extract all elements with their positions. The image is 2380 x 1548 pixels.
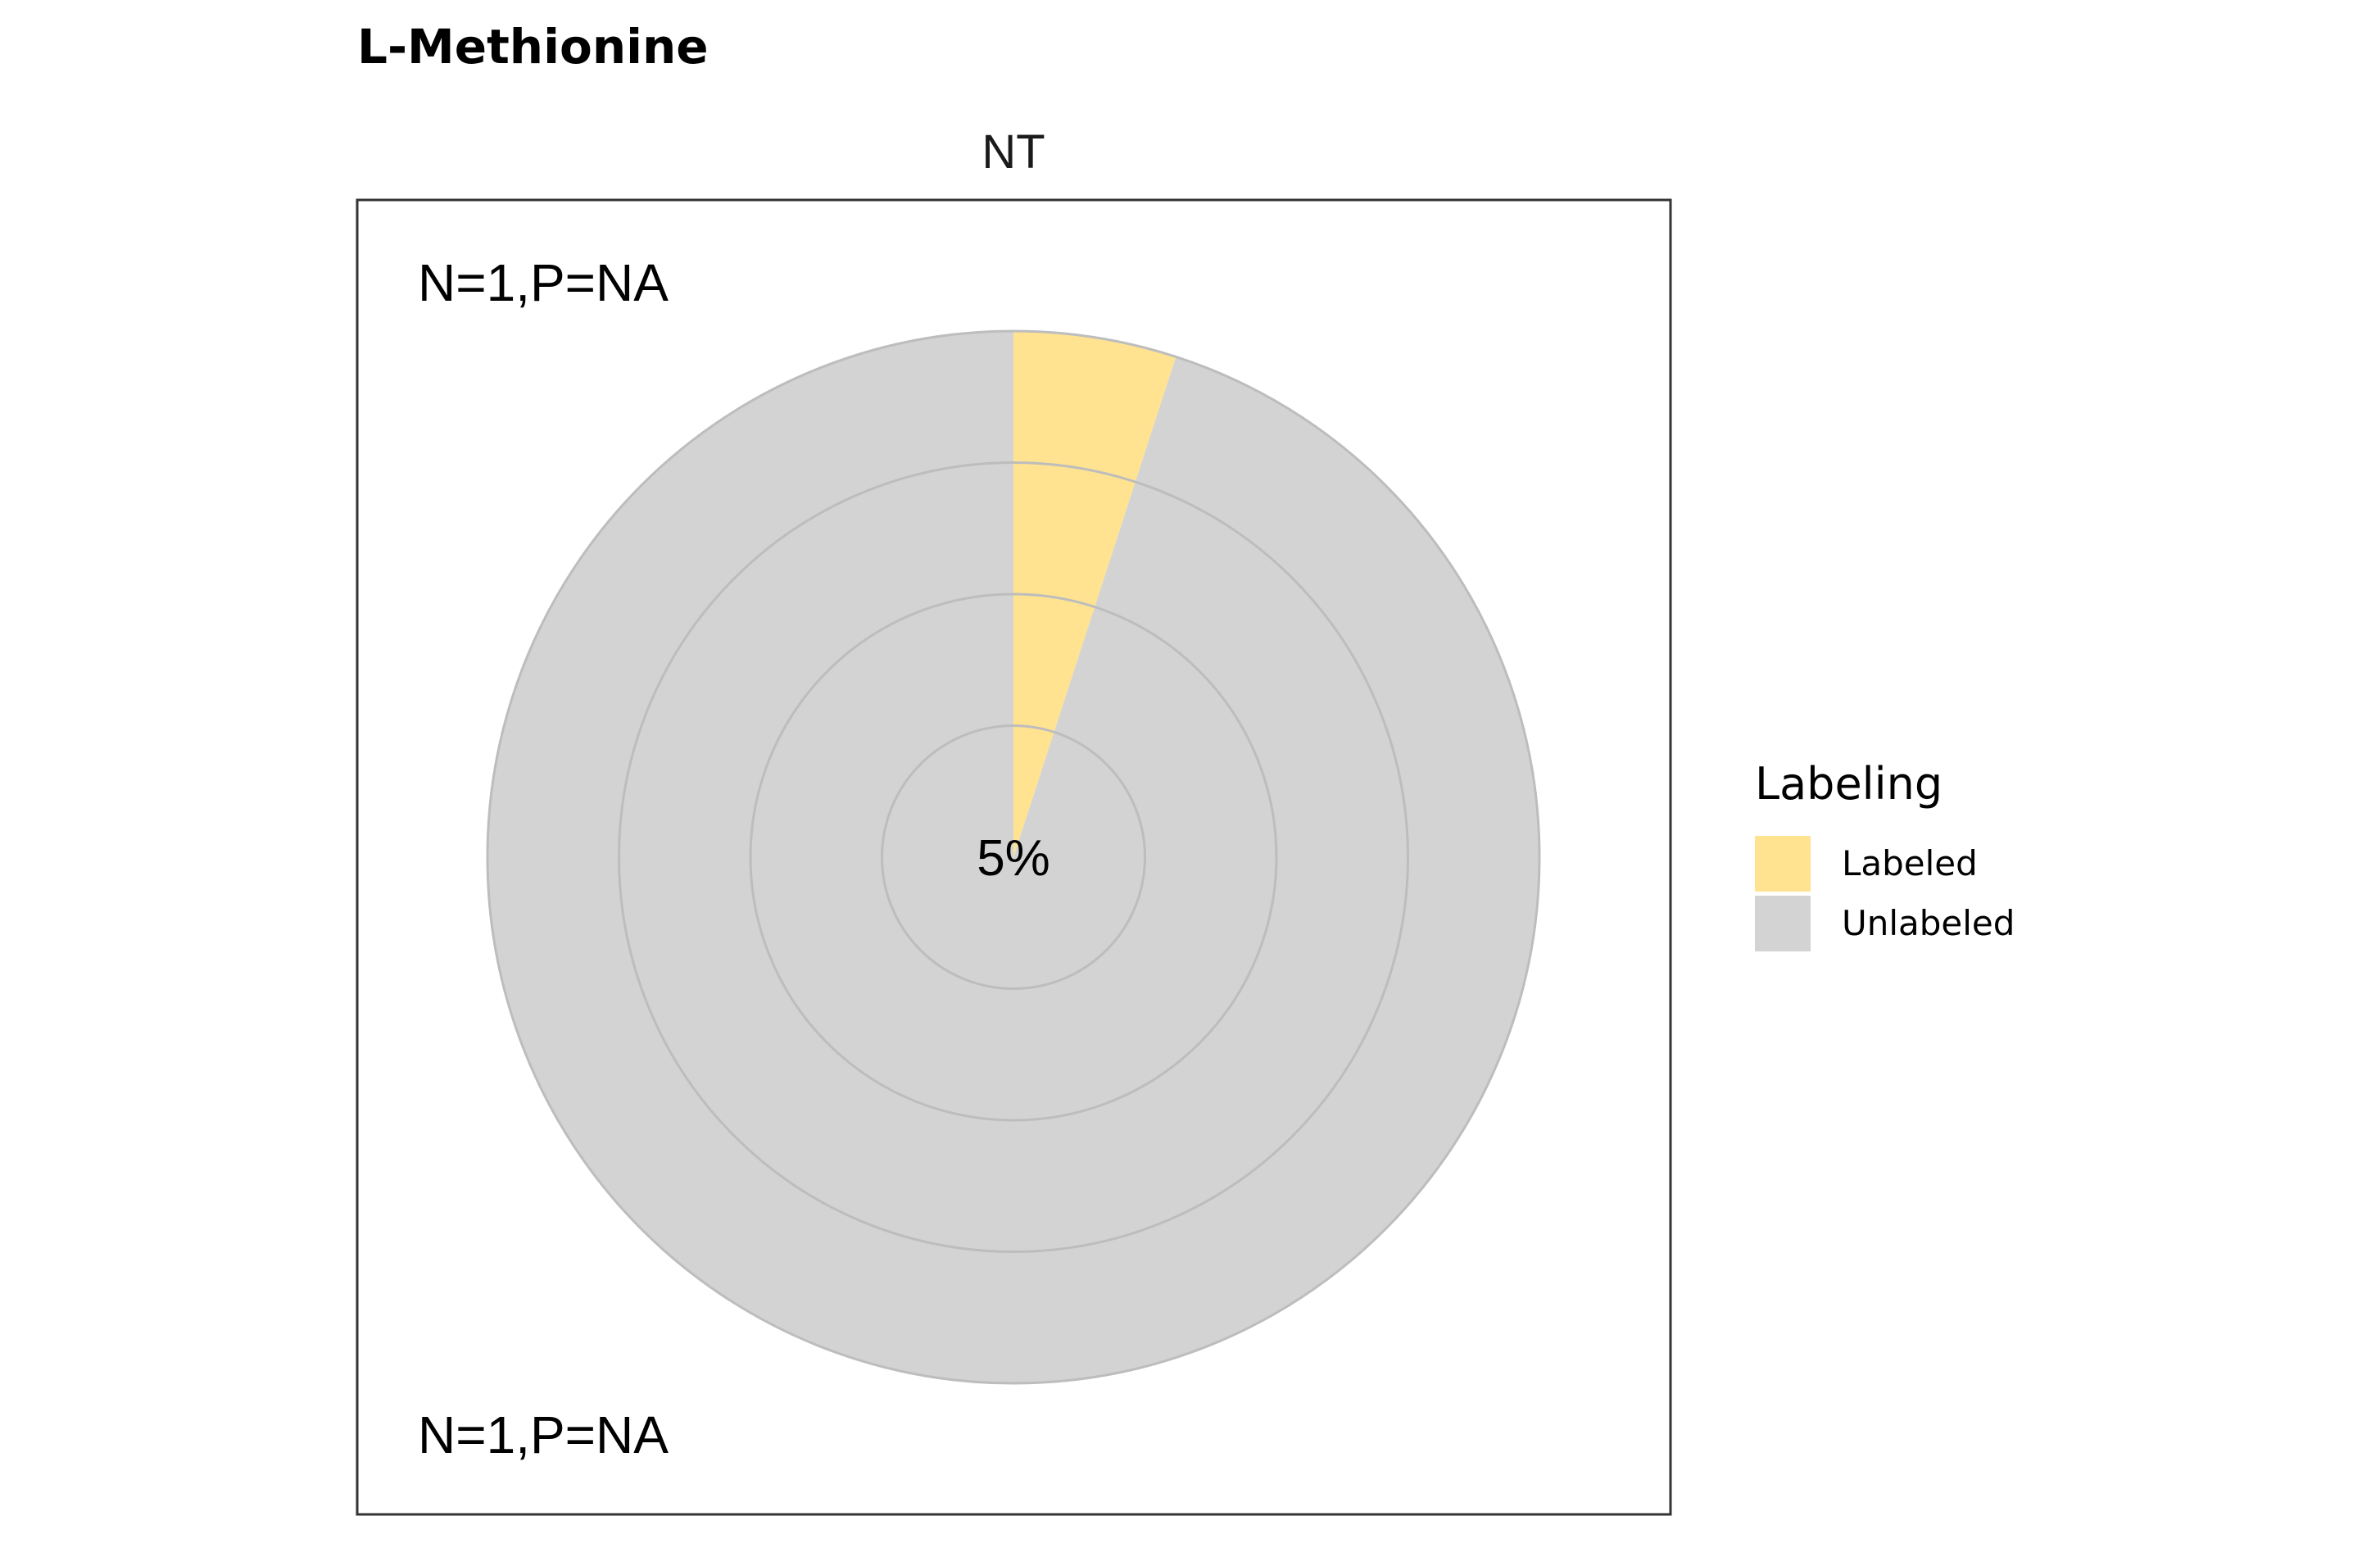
ring-gridline [881, 724, 1146, 990]
annotation-bottom: N=1,P=NA [418, 1405, 669, 1464]
chart-title: L-Methionine [357, 19, 709, 75]
pie-group [487, 331, 1540, 1384]
legend-title: Labeling [1755, 758, 1943, 810]
legend: Labeling Labeled Unlabeled [1755, 758, 2015, 951]
ring-gridline [749, 592, 1278, 1122]
ring-gridlines [486, 329, 1541, 1385]
ring-gridline [618, 461, 1409, 1253]
legend-swatch-unlabeled [1755, 896, 1811, 951]
legend-label-labeled: Labeled [1842, 843, 1978, 883]
annotation-top: N=1,P=NA [418, 253, 669, 312]
pie-slice-labeled [1013, 331, 1176, 857]
legend-label-unlabeled: Unlabeled [1842, 903, 2015, 943]
panel-border [356, 198, 1672, 1516]
center-percent-label: 5% [977, 830, 1050, 887]
legend-swatch-labeled [1755, 836, 1811, 892]
ring-gridline [486, 329, 1541, 1385]
pie-slice-unlabeled [487, 331, 1540, 1384]
facet-label: NT [981, 125, 1045, 179]
